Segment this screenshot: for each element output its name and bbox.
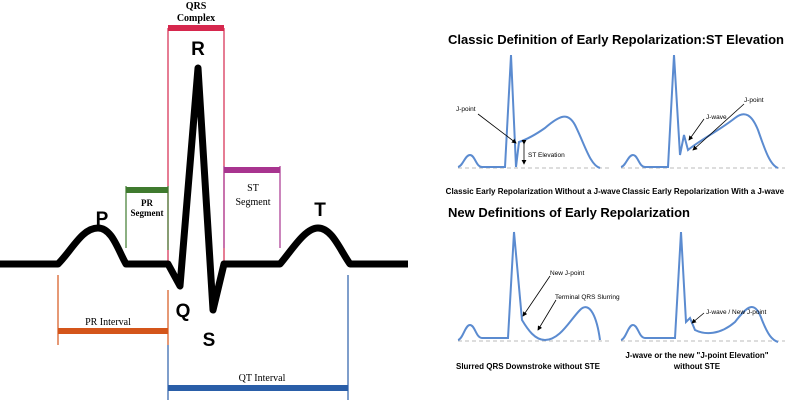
annotation: J-wave / New J-point bbox=[706, 309, 767, 316]
label: PR bbox=[141, 198, 153, 208]
new-section: New Definitions of Early Repolarization … bbox=[448, 205, 785, 371]
label: S bbox=[203, 330, 216, 351]
label: PR Interval bbox=[85, 317, 131, 328]
section-title: Classic Definition of Early Repolarizati… bbox=[448, 32, 784, 47]
label: Complex bbox=[177, 13, 215, 24]
section-title: New Definitions of Early Repolarization bbox=[448, 205, 690, 220]
label: ST bbox=[247, 183, 259, 194]
label: QT Interval bbox=[239, 373, 286, 384]
label: R bbox=[191, 39, 205, 60]
annotation: J-wave bbox=[706, 114, 727, 121]
annotation: J-point bbox=[744, 97, 764, 104]
caption: J-wave or the new "J-point Elevation" bbox=[625, 351, 768, 360]
label: Segment bbox=[236, 197, 271, 208]
ecg-diagram: QRS Complex R PR Segment ST Segment P T … bbox=[0, 1, 408, 400]
label: T bbox=[314, 200, 326, 221]
label: Segment bbox=[131, 208, 164, 218]
annotation: New J-point bbox=[550, 270, 585, 277]
label: QRS bbox=[186, 1, 207, 12]
label: P bbox=[96, 209, 109, 230]
classic-section: Classic Definition of Early Repolarizati… bbox=[446, 32, 785, 196]
caption: Classic Early Repolarization With a J-wa… bbox=[622, 187, 785, 196]
caption: Classic Early Repolarization Without a J… bbox=[446, 187, 621, 196]
label: Q bbox=[176, 301, 191, 322]
caption: without STE bbox=[673, 362, 721, 371]
caption: Slurred QRS Downstroke without STE bbox=[456, 362, 601, 371]
annotation: J-point bbox=[456, 106, 476, 113]
annotation: ST Elevation bbox=[528, 152, 565, 159]
annotation: Terminal QRS Slurring bbox=[555, 294, 620, 301]
